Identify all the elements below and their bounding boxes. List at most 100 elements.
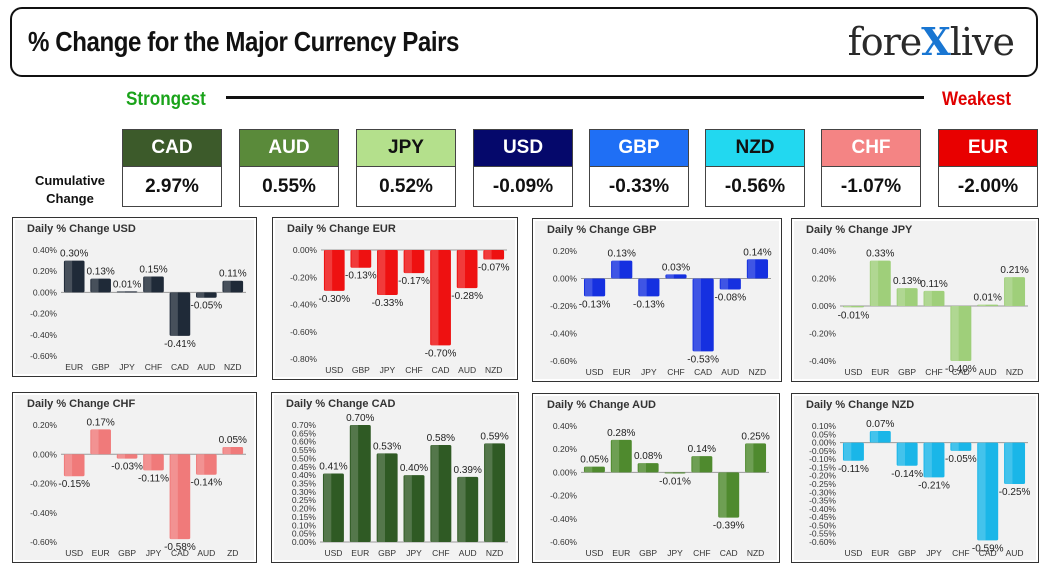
- x-tick-label: EUR: [65, 362, 83, 372]
- chart-panel-gbp: Daily % Change GBP -0.60% -0.40% -0.20% 0.00…: [532, 218, 782, 382]
- currency-code: USD: [474, 130, 572, 167]
- data-label: -0.40%: [945, 364, 977, 375]
- currency-cumulative-value: -0.09%: [474, 167, 572, 206]
- currency-cumulative-value: 0.52%: [357, 167, 455, 206]
- chart-title: Daily % Change NZD: [806, 399, 915, 411]
- bar-jpy: [143, 454, 164, 471]
- y-tick-label: -0.60%: [809, 537, 836, 547]
- bar-highlight: [431, 445, 439, 542]
- y-tick-label: 0.00%: [553, 274, 578, 284]
- x-tick-label: JPY: [406, 548, 422, 558]
- data-label: 0.59%: [480, 431, 508, 442]
- x-tick-label: AUD: [197, 362, 215, 372]
- x-tick-label: EUR: [613, 367, 631, 377]
- y-tick-label: -0.60%: [550, 356, 577, 366]
- y-tick-label: 0.40%: [553, 421, 578, 431]
- bar-eur: [610, 439, 632, 473]
- x-tick-label: CAD: [432, 365, 450, 375]
- data-label: 0.53%: [373, 441, 401, 452]
- bar-chf: [403, 250, 425, 274]
- y-tick-label: 0.40%: [292, 470, 317, 480]
- logo-text-pre: fore: [847, 20, 923, 64]
- y-tick-label: 0.40%: [33, 245, 58, 255]
- y-tick-label: 0.20%: [553, 444, 578, 454]
- currency-cumulative-value: -2.00%: [939, 167, 1037, 206]
- x-tick-label: CAD: [171, 548, 189, 558]
- y-tick-label: -0.25%: [809, 479, 836, 489]
- bar-usd: [322, 473, 344, 542]
- y-tick-label: -0.55%: [809, 529, 836, 539]
- y-tick-label: -0.20%: [809, 329, 836, 339]
- bar-nzd: [222, 280, 244, 293]
- chart-title: Daily % Change EUR: [287, 223, 396, 235]
- y-tick-label: -0.05%: [809, 446, 836, 456]
- data-label: -0.28%: [451, 291, 483, 302]
- bar-highlight: [747, 259, 756, 279]
- bar-highlight: [117, 454, 125, 459]
- bar-highlight: [843, 306, 852, 308]
- x-tick-label: GBP: [898, 367, 916, 377]
- x-tick-label: JPY: [119, 362, 135, 372]
- data-label: 0.13%: [893, 276, 921, 287]
- data-label: -0.14%: [191, 478, 223, 489]
- bar-nzd: [1004, 277, 1026, 306]
- x-tick-label: GBP: [352, 365, 370, 375]
- bar-highlight: [324, 250, 333, 291]
- currency-box-eur: EUR -2.00%: [938, 129, 1038, 207]
- bar-eur: [869, 260, 891, 306]
- currency-cumulative-value: 0.55%: [240, 167, 338, 206]
- currency-box-gbp: GBP -0.33%: [589, 129, 689, 207]
- chart-title: Daily % Change CHF: [27, 398, 136, 410]
- data-label: -0.05%: [945, 454, 977, 465]
- chart-panel-usd: Daily % Change USD -0.60% -0.40% -0.20% 0.00…: [12, 217, 257, 377]
- x-tick-label: CHF: [432, 548, 449, 558]
- forexlive-logo: foreXlive: [847, 19, 1015, 64]
- y-tick-label: 0.30%: [292, 487, 317, 497]
- bar-chart: -0.40% -0.20% 0.00% 0.20% 0.40% -0.01% USD 0.33…: [809, 246, 1029, 377]
- currency-code: JPY: [357, 130, 455, 167]
- y-tick-label: 0.00%: [812, 438, 837, 448]
- bar-highlight: [1005, 442, 1013, 484]
- chart-panel-aud: Daily % Change AUD -0.60% -0.40% -0.20% 0.00…: [532, 393, 780, 563]
- y-tick-label: -0.60%: [30, 351, 57, 361]
- bar-highlight: [924, 290, 932, 306]
- x-tick-label: AUD: [459, 548, 477, 558]
- y-tick-label: 0.25%: [292, 495, 317, 505]
- data-label: 0.30%: [60, 249, 88, 260]
- bar-eur: [63, 260, 85, 293]
- bar-highlight: [951, 306, 959, 361]
- y-tick-label: -0.45%: [809, 512, 836, 522]
- y-tick-label: 0.05%: [292, 529, 317, 539]
- data-label: 0.14%: [688, 444, 716, 455]
- x-tick-label: USD: [585, 548, 603, 558]
- data-label: 0.39%: [454, 465, 482, 476]
- x-tick-label: EUR: [871, 548, 889, 558]
- x-tick-label: JPY: [926, 548, 942, 558]
- bar-highlight: [485, 443, 493, 542]
- strength-divider: [226, 96, 924, 99]
- bar-highlight: [897, 288, 906, 306]
- y-tick-label: 0.20%: [553, 246, 578, 256]
- bar-gbp: [896, 288, 918, 306]
- chart-title: Daily % Change CAD: [286, 398, 396, 410]
- y-tick-label: 0.70%: [292, 420, 317, 430]
- data-label: -0.13%: [579, 299, 611, 310]
- y-tick-label: 0.00%: [812, 301, 837, 311]
- chart-title: Daily % Change JPY: [806, 224, 913, 236]
- data-label: -0.11%: [838, 464, 869, 475]
- data-label: 0.03%: [662, 262, 690, 273]
- data-label: -0.08%: [714, 293, 746, 304]
- currency-box-jpy: JPY 0.52%: [356, 129, 456, 207]
- y-tick-label: -0.15%: [809, 462, 836, 472]
- y-tick-label: 0.40%: [812, 246, 837, 256]
- bar-highlight: [978, 442, 986, 541]
- x-tick-label: USD: [65, 548, 83, 558]
- y-tick-label: -0.40%: [550, 514, 577, 524]
- bar-highlight: [666, 274, 674, 279]
- chart-panel-nzd: Daily % Change NZD -0.60% -0.55% -0.50% -0.4…: [791, 393, 1039, 563]
- x-tick-label: USD: [586, 367, 604, 377]
- data-label: -0.15%: [58, 479, 90, 490]
- bar-highlight: [665, 472, 673, 474]
- y-tick-label: -0.40%: [809, 504, 836, 514]
- bar-highlight: [457, 250, 466, 289]
